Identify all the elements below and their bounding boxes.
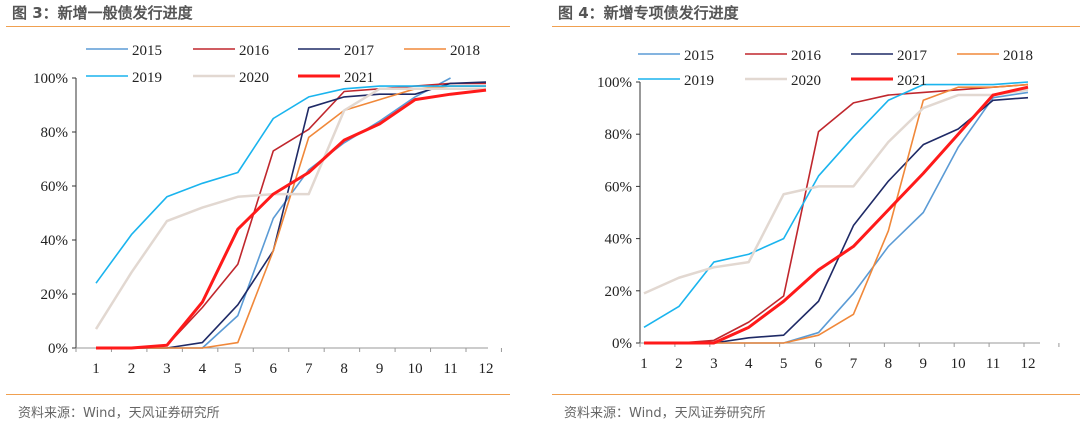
x-tick-label: 10 [951,356,966,372]
y-tick-label: 80% [605,127,633,143]
x-tick-label: 2 [675,356,683,372]
chart-panel-special-bond: 图 4：新增专项债发行进度 0% 20% 40% 60% 80% 100% 1 2 3 4 5 6 7 8… [546,0,1080,427]
legend-label-2020: 2020 [791,73,821,89]
series-line-2015 [644,91,1029,344]
y-tick-label: 80% [41,125,69,141]
legend-label-2015: 2015 [132,43,162,59]
series-line-2017 [96,81,487,349]
y-tick-label: 100% [597,75,632,91]
y-tick-label: 0% [612,336,632,352]
x-tick-label: 8 [885,356,893,372]
legend-label-2021: 2021 [897,73,927,89]
legend-label-2016: 2016 [239,43,270,59]
chart-panel-general-bond: 图 3：新增一般债发行进度 0% 20% 40% 60% 80% 100% 1 2 3 4 5 6 7 8… [0,0,510,427]
series-line-2018 [644,83,1029,344]
x-tick-label: 2 [128,361,136,377]
x-tick-label: 11 [443,361,457,377]
series-line-2017 [644,96,1029,344]
x-tick-label: 1 [640,356,648,372]
legend-label-2019: 2019 [684,73,714,89]
x-tick-label: 3 [163,361,171,377]
series-line-2019 [95,85,486,284]
x-tick-label: 4 [745,356,753,372]
x-tick-label: 4 [199,361,207,377]
y-tick-label: 40% [605,232,633,248]
x-tick-label: 9 [376,361,384,377]
x-tick-label: 5 [780,356,788,372]
x-tick-label: 10 [408,361,423,377]
y-tick-label: 100% [33,71,68,87]
x-tick-label: 11 [986,356,1000,372]
legend-label-2018: 2018 [450,43,480,59]
legend-label-2016: 2016 [791,48,822,64]
divider [6,394,510,395]
series-line-2016 [96,82,486,349]
legend-label-2020: 2020 [239,70,269,86]
series-line-2020 [94,87,486,330]
series-line-2018 [96,85,486,349]
legend-label-2015: 2015 [684,48,714,64]
legend-label-2017: 2017 [897,48,928,64]
legend-label-2018: 2018 [1003,48,1033,64]
y-tick-label: 0% [48,341,68,357]
x-tick-label: 1 [92,361,100,377]
series-line-2020 [643,88,1029,295]
x-tick-label: 12 [479,361,494,377]
x-tick-label: 3 [710,356,718,372]
x-tick-label: 5 [234,361,242,377]
source-note: 资料来源：Wind，天风证券研究所 [18,406,220,421]
y-tick-label: 40% [41,233,69,249]
source-note: 资料来源：Wind，天风证券研究所 [564,406,766,421]
series-line-2021 [644,85,1029,345]
series-line-2016 [644,83,1029,344]
x-tick-label: 8 [340,361,348,377]
legend-label-2017: 2017 [344,43,375,59]
legend-label-2019: 2019 [132,70,162,86]
legend-label-2021: 2021 [344,70,374,86]
divider [552,26,1080,27]
x-tick-label: 6 [815,356,823,372]
y-tick-label: 60% [41,179,69,195]
chart-title: 图 3：新增一般债发行进度 [12,4,193,22]
y-tick-label: 20% [605,284,633,300]
x-tick-label: 7 [305,361,313,377]
divider [552,394,1080,395]
y-tick-label: 20% [41,287,69,303]
divider [6,26,510,27]
x-tick-label: 12 [1021,356,1036,372]
x-tick-label: 9 [920,356,928,372]
x-tick-label: 6 [270,361,278,377]
x-tick-label: 7 [850,356,858,372]
series-line-2021 [96,88,487,350]
chart-title: 图 4：新增专项债发行进度 [558,4,739,22]
y-tick-label: 60% [605,179,633,195]
